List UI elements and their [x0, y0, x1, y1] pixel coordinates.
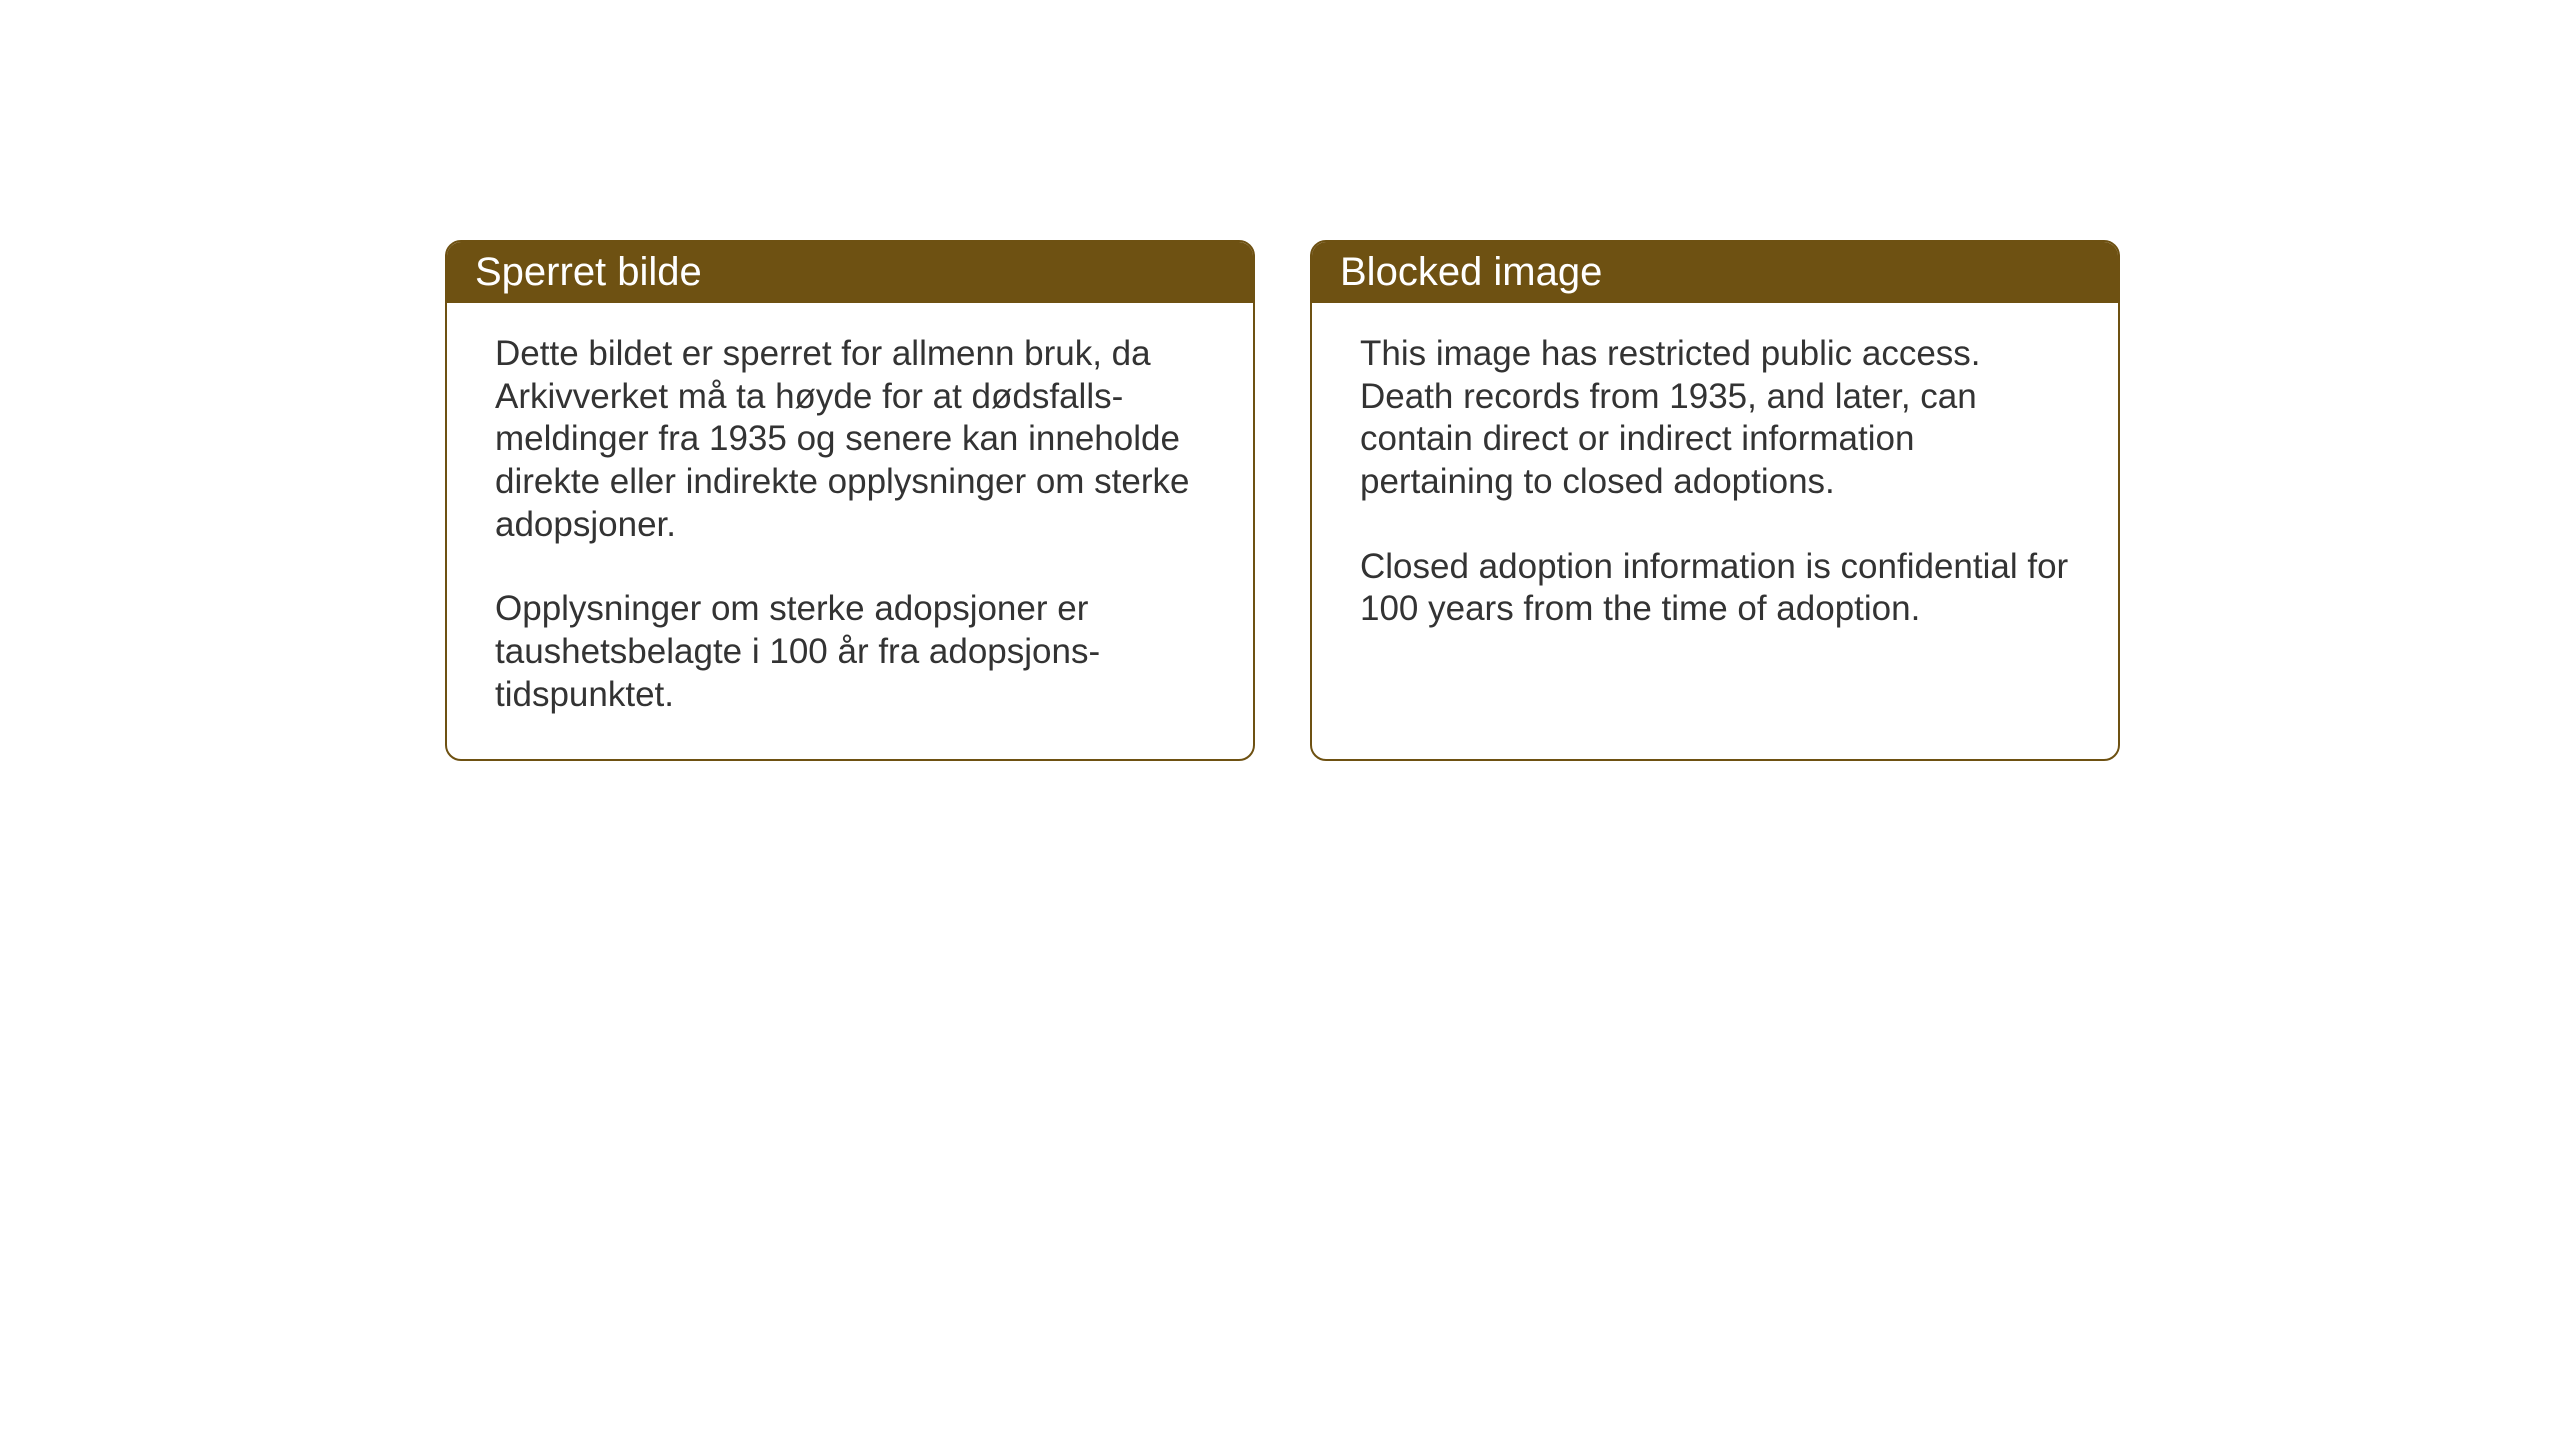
- card-header-english: Blocked image: [1312, 242, 2118, 303]
- card-title-english: Blocked image: [1340, 250, 1602, 294]
- card-paragraph-norwegian-2: Opplysninger om sterke adopsjoner er tau…: [495, 588, 1205, 716]
- notice-card-norwegian: Sperret bilde Dette bildet er sperret fo…: [445, 240, 1255, 761]
- card-body-norwegian: Dette bildet er sperret for allmenn bruk…: [447, 303, 1253, 759]
- card-paragraph-english-1: This image has restricted public access.…: [1360, 333, 2070, 504]
- notice-container: Sperret bilde Dette bildet er sperret fo…: [445, 240, 2120, 761]
- notice-card-english: Blocked image This image has restricted …: [1310, 240, 2120, 761]
- card-body-english: This image has restricted public access.…: [1312, 303, 2118, 751]
- card-paragraph-english-2: Closed adoption information is confident…: [1360, 546, 2070, 631]
- card-header-norwegian: Sperret bilde: [447, 242, 1253, 303]
- card-title-norwegian: Sperret bilde: [475, 250, 702, 294]
- card-paragraph-norwegian-1: Dette bildet er sperret for allmenn bruk…: [495, 333, 1205, 546]
